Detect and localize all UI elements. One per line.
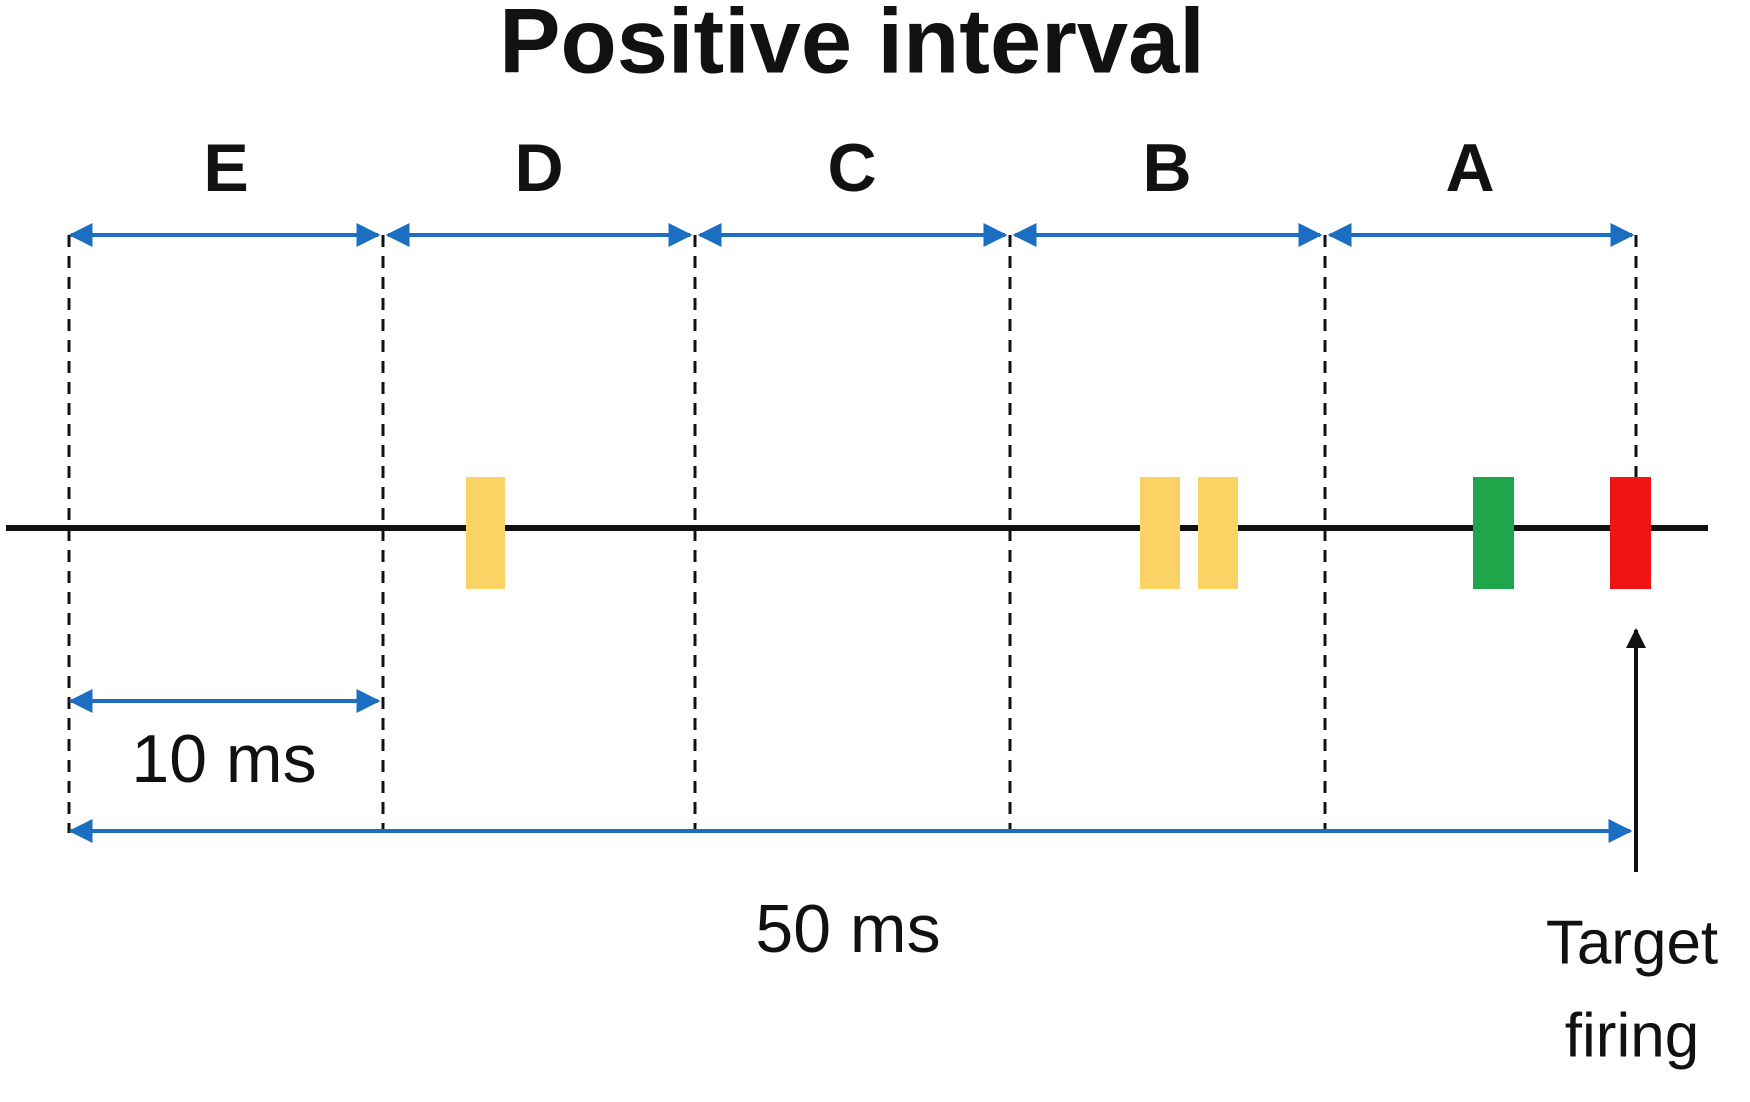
spikes — [466, 477, 1651, 589]
total-span-label: 50 ms — [755, 891, 940, 967]
interval-label: A — [1445, 130, 1494, 206]
target-label: firing — [1565, 1001, 1699, 1070]
interval-label: B — [1142, 130, 1191, 206]
target-label: Target — [1546, 908, 1718, 977]
interval-label: D — [514, 130, 563, 206]
short-span-label: 10 ms — [131, 721, 316, 797]
boundaries — [67, 235, 1638, 833]
interval-label: C — [827, 130, 876, 206]
title: Positive interval — [499, 0, 1205, 92]
interval-label: E — [203, 130, 248, 206]
